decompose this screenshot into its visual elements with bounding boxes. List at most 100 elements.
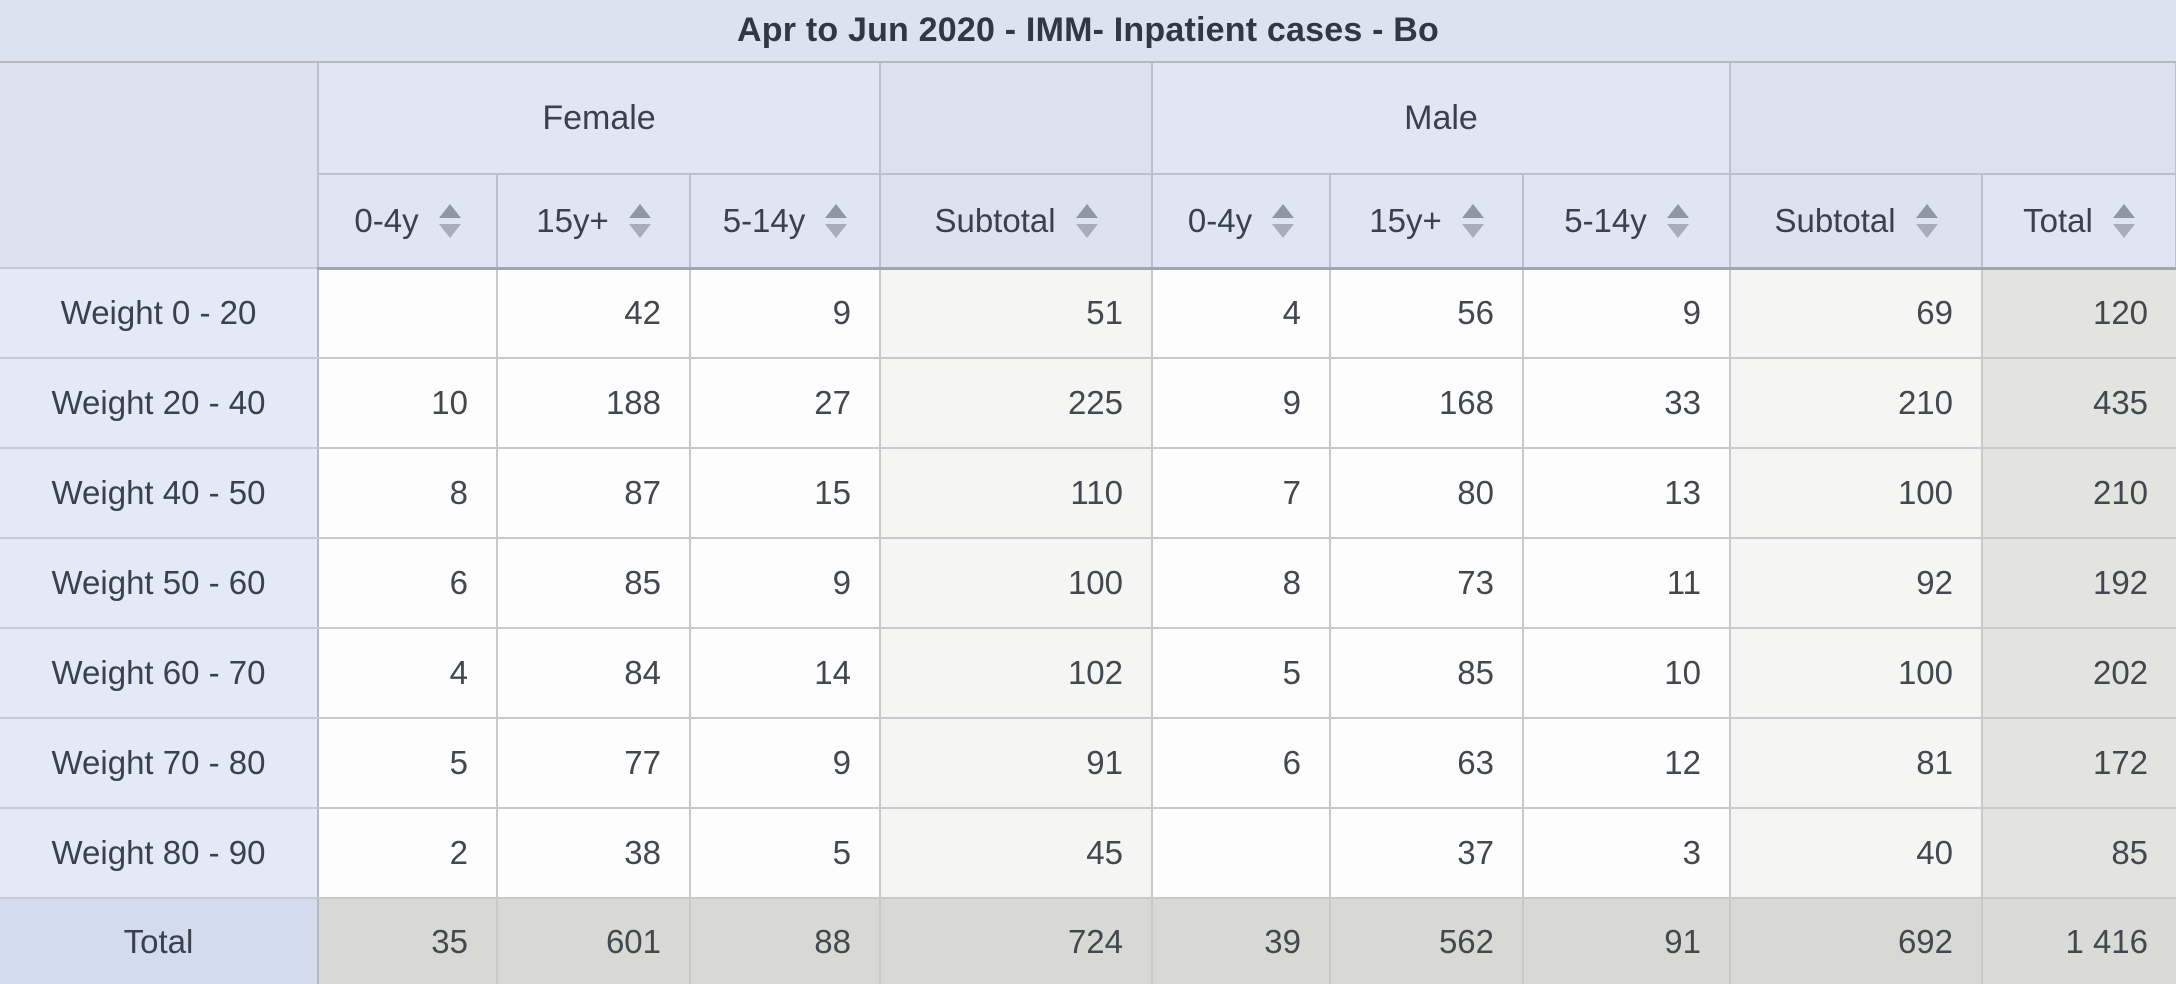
total-cell: 562 xyxy=(1329,897,1524,984)
sort-icon[interactable] xyxy=(2112,203,2135,238)
total-cell: 120 xyxy=(1980,267,2176,359)
cell: 38 xyxy=(496,807,691,899)
total-cell: 601 xyxy=(496,897,691,984)
table-row: Weight 50 - 60 6 85 9 100 8 73 11 92 192 xyxy=(0,537,2176,629)
total-cell: 35 xyxy=(317,897,498,984)
group-header-male: Male xyxy=(1151,61,1731,175)
cell: 3 xyxy=(1522,807,1731,899)
row-header: Weight 70 - 80 xyxy=(0,717,319,809)
cell: 168 xyxy=(1329,357,1524,449)
cell: 5 xyxy=(1151,627,1331,719)
total-cell: 435 xyxy=(1980,357,2176,449)
column-label: 15y+ xyxy=(536,201,609,239)
cell: 9 xyxy=(1151,357,1331,449)
table-row: Weight 70 - 80 5 77 9 91 6 63 12 81 172 xyxy=(0,717,2176,809)
column-header-female-subtotal[interactable]: Subtotal xyxy=(879,173,1153,270)
total-cell: 91 xyxy=(1522,897,1731,984)
cell: 2 xyxy=(317,807,498,899)
cell: 9 xyxy=(689,537,881,629)
row-header: Weight 80 - 90 xyxy=(0,807,319,899)
column-header-female-0-4y[interactable]: 0-4y xyxy=(317,173,498,270)
subtotal-cell: 100 xyxy=(879,537,1153,629)
subtotal-cell: 210 xyxy=(1729,357,1983,449)
cell: 8 xyxy=(317,447,498,539)
column-header-row: 0-4y 15y+ 5-14y Subtotal 0-4y 15y+ 5-14y xyxy=(0,173,2176,270)
sort-icon[interactable] xyxy=(1915,203,1938,238)
sort-icon[interactable] xyxy=(1461,203,1484,238)
cell: 4 xyxy=(317,627,498,719)
cell: 85 xyxy=(1329,627,1524,719)
group-header-empty-female-subtotal xyxy=(879,61,1153,175)
table-row: Weight 20 - 40 10 188 27 225 9 168 33 21… xyxy=(0,357,2176,449)
column-label: Subtotal xyxy=(1774,201,1896,239)
total-row-header: Total xyxy=(0,897,319,984)
column-label: 5-14y xyxy=(1564,201,1647,239)
column-label: Subtotal xyxy=(934,201,1056,239)
sort-icon[interactable] xyxy=(1272,203,1295,238)
total-cell: 88 xyxy=(689,897,881,984)
cell: 11 xyxy=(1522,537,1731,629)
cell: 12 xyxy=(1522,717,1731,809)
cell: 63 xyxy=(1329,717,1524,809)
grand-total-cell: 1 416 xyxy=(1980,897,2176,984)
group-header-row: Female Male xyxy=(0,61,2176,268)
cell: 87 xyxy=(496,447,691,539)
cell: 73 xyxy=(1329,537,1524,629)
sort-icon[interactable] xyxy=(1666,203,1689,238)
cell: 77 xyxy=(496,717,691,809)
cell: 14 xyxy=(689,627,881,719)
total-cell: 724 xyxy=(879,897,1153,984)
total-cell: 210 xyxy=(1980,447,2176,539)
cell: 9 xyxy=(689,717,881,809)
table-title: Apr to Jun 2020 - IMM- Inpatient cases -… xyxy=(0,0,2176,63)
column-header-female-15y[interactable]: 15y+ xyxy=(496,173,691,270)
row-header: Weight 40 - 50 xyxy=(0,447,319,539)
cell: 13 xyxy=(1522,447,1731,539)
row-header: Weight 0 - 20 xyxy=(0,267,319,359)
column-header-male-5-14y[interactable]: 5-14y xyxy=(1522,173,1731,270)
column-label: 5-14y xyxy=(722,201,806,239)
cell: 9 xyxy=(1522,267,1731,359)
subtotal-cell: 51 xyxy=(879,267,1153,359)
cell: 15 xyxy=(689,447,881,539)
column-header-male-subtotal[interactable]: Subtotal xyxy=(1729,173,1983,270)
column-label: Total xyxy=(2023,201,2093,239)
subtotal-cell: 225 xyxy=(879,357,1153,449)
subtotal-cell: 102 xyxy=(879,627,1153,719)
column-label: 0-4y xyxy=(1187,201,1253,239)
sort-icon[interactable] xyxy=(825,203,848,238)
table-row: Weight 80 - 90 2 38 5 45 37 3 40 85 xyxy=(0,807,2176,899)
group-header-empty-right xyxy=(1728,61,2176,175)
column-label: 15y+ xyxy=(1369,201,1442,239)
sort-icon[interactable] xyxy=(438,203,461,238)
cell: 42 xyxy=(496,267,691,359)
cell xyxy=(1151,807,1331,899)
cell: 37 xyxy=(1329,807,1524,899)
cell: 5 xyxy=(317,717,498,809)
column-label: 0-4y xyxy=(354,201,419,239)
cell: 5 xyxy=(689,807,881,899)
subtotal-cell: 91 xyxy=(879,717,1153,809)
sort-icon[interactable] xyxy=(628,203,651,238)
column-header-total[interactable]: Total xyxy=(1980,173,2176,270)
cell: 56 xyxy=(1329,267,1524,359)
column-header-male-0-4y[interactable]: 0-4y xyxy=(1151,173,1331,270)
subtotal-cell: 100 xyxy=(1729,627,1983,719)
row-header: Weight 60 - 70 xyxy=(0,627,319,719)
row-header: Weight 20 - 40 xyxy=(0,357,319,449)
cell: 85 xyxy=(496,537,691,629)
subtotal-cell: 40 xyxy=(1729,807,1983,899)
column-header-male-15y[interactable]: 15y+ xyxy=(1329,173,1524,270)
cell: 10 xyxy=(317,357,498,449)
sort-icon[interactable] xyxy=(1075,203,1098,238)
title-row: Apr to Jun 2020 - IMM- Inpatient cases -… xyxy=(0,0,2176,63)
subtotal-cell: 45 xyxy=(879,807,1153,899)
subtotal-cell: 100 xyxy=(1729,447,1983,539)
cell: 80 xyxy=(1329,447,1524,539)
subtotal-cell: 81 xyxy=(1729,717,1983,809)
column-header-female-5-14y[interactable]: 5-14y xyxy=(689,173,881,270)
cell: 6 xyxy=(1151,717,1331,809)
cell: 6 xyxy=(317,537,498,629)
table-row: Weight 40 - 50 8 87 15 110 7 80 13 100 2… xyxy=(0,447,2176,539)
